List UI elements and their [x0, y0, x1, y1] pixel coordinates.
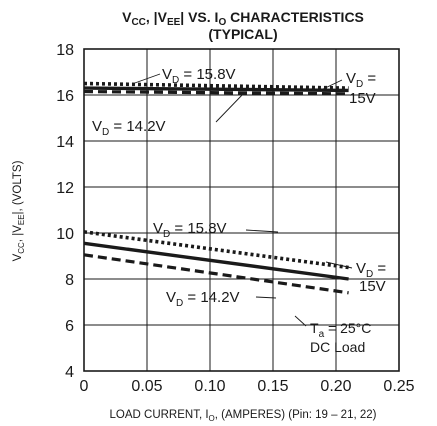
- leader-vd-15-8-lower: [245, 229, 279, 233]
- leader-vd-15-lower: [325, 261, 353, 269]
- leader-vd-15-upper: [320, 79, 343, 91]
- x-tick-0: 0: [80, 378, 89, 395]
- y-tick-2: 8: [65, 272, 74, 289]
- y-tick-0: 4: [65, 364, 74, 381]
- plot-frame: [83, 48, 400, 372]
- y-tick-7: 18: [56, 42, 74, 59]
- y-axis-label: VCC, |VEE|, (VOLTS): [12, 160, 26, 261]
- y-tick-4: 12: [56, 180, 74, 197]
- series-line-vcc-2: [83, 89, 349, 96]
- annotation-vd-15-upper: VD =: [346, 70, 376, 90]
- series-line-vee-3: [83, 230, 349, 270]
- chart-title-line2: (TYPICAL): [208, 26, 277, 42]
- annotation-vd-15-8-lower: VD = 15.8V: [153, 220, 227, 240]
- x-tick-1: 0.05: [131, 378, 162, 395]
- leader-vd-15-8-upper: [131, 73, 161, 85]
- annotation-vd-14-2-lower: VD = 14.2V: [166, 289, 240, 309]
- chart-title-line1: VCC, |VEE| VS. IO CHARACTERISTICS: [122, 9, 364, 28]
- y-tick-1: 6: [65, 318, 74, 335]
- leader-vd-14-2-lower: [255, 296, 277, 299]
- annotation-vd-15-lower-line2: 15V: [359, 278, 386, 295]
- series-line-vee-5: [83, 253, 349, 295]
- leader-vd-14-2-upper: [215, 92, 245, 123]
- leader-conditions: [294, 315, 307, 327]
- condition-ta: Ta = 25°C: [310, 320, 371, 340]
- series-line-vcc-1: [83, 86, 349, 93]
- y-tick-3: 10: [56, 226, 74, 243]
- series-group: [83, 81, 349, 295]
- x-tick-5: 0.25: [383, 378, 414, 395]
- annotation-vd-15-upper-line2: 15V: [349, 90, 376, 107]
- x-tick-2: 0.10: [194, 378, 225, 395]
- condition-load: DC Load: [310, 339, 365, 355]
- series-line-vee-4: [83, 241, 349, 281]
- x-tick-4: 0.20: [320, 378, 351, 395]
- y-tick-5: 14: [56, 134, 74, 151]
- annotation-vd-15-lower: VD =: [356, 260, 386, 280]
- x-tick-3: 0.15: [257, 378, 288, 395]
- annotation-vd-14-2-upper: VD = 14.2V: [92, 118, 166, 138]
- annotation-vd-15-8-upper: VD = 15.8V: [162, 66, 236, 86]
- annotation-leaders: [131, 73, 353, 299]
- y-tick-labels: 4 6 8 10 12 14 16 18: [56, 42, 74, 381]
- y-tick-6: 16: [56, 88, 74, 105]
- x-axis-label: LOAD CURRENT, IO, (AMPERES) (Pin: 19 – 2…: [110, 409, 377, 423]
- series-line-vcc-0: [83, 81, 349, 90]
- x-tick-labels: 0 0.05 0.10 0.15 0.20 0.25: [80, 378, 415, 395]
